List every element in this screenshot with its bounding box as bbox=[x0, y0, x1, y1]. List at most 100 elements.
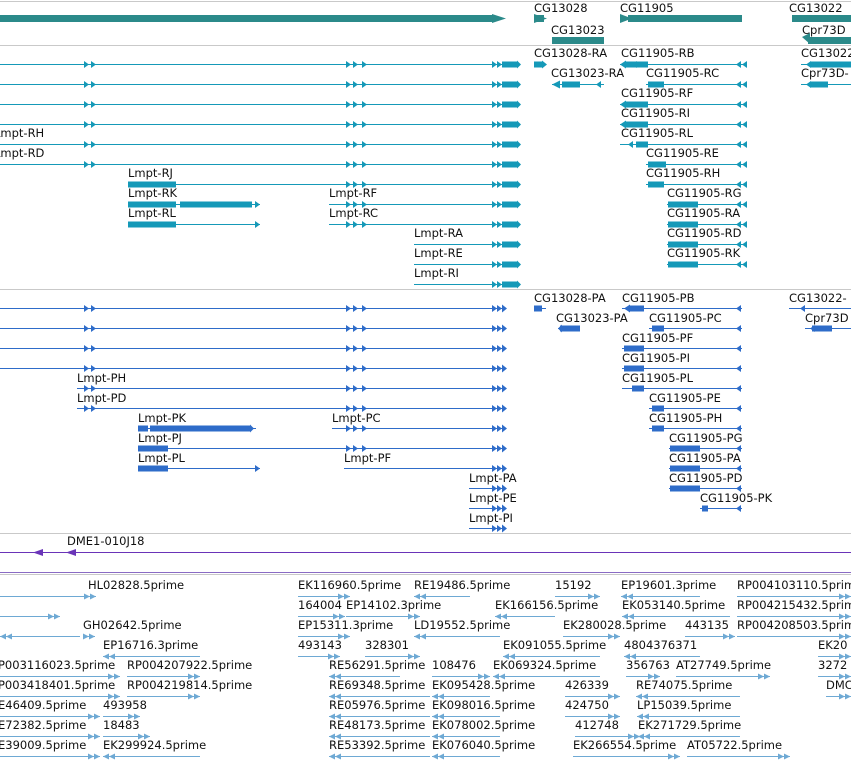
est-label[interactable]: AT27749.5prime bbox=[676, 658, 771, 672]
est-label[interactable]: 493143 bbox=[298, 638, 342, 652]
transcript-label[interactable]: CG13022- bbox=[789, 291, 847, 305]
est-label[interactable]: EK20 bbox=[818, 638, 847, 652]
transcript-label[interactable]: CG11905-PC bbox=[649, 311, 722, 325]
transcript-label[interactable]: CG11905-PL bbox=[622, 371, 694, 385]
transcript-label[interactable]: Lmpt-PF bbox=[344, 451, 391, 465]
transcript-label[interactable]: Lmpt-PI bbox=[469, 511, 513, 525]
est-label[interactable]: EK116960.5prime bbox=[298, 578, 401, 592]
transcript-label[interactable]: CG11905-RC bbox=[646, 66, 719, 80]
transcript-label[interactable]: Lmpt-PK bbox=[138, 411, 187, 425]
est-label[interactable]: HL02828.5prime bbox=[88, 578, 184, 592]
transcript-label[interactable]: Lmpt-RD bbox=[0, 146, 45, 160]
est-label[interactable]: 18483 bbox=[103, 718, 140, 732]
est-label[interactable]: RE74075.5prime bbox=[636, 678, 732, 692]
transcript-label[interactable]: Lmpt-RA bbox=[414, 226, 463, 240]
transcript-label[interactable]: CG11905-RK bbox=[667, 246, 741, 260]
transcript-label[interactable]: CG11905-RF bbox=[621, 86, 693, 100]
est-label[interactable]: LD19552.5prime bbox=[414, 618, 510, 632]
transcript-label[interactable]: CG13023-RA bbox=[551, 66, 624, 80]
transcript-label[interactable]: CG11905-PE bbox=[649, 391, 721, 405]
est-label[interactable]: 108476 bbox=[432, 658, 476, 672]
transcript-label[interactable]: Lmpt-PC bbox=[332, 411, 381, 425]
transcript-label[interactable]: Lmpt-RL bbox=[128, 206, 177, 220]
est-label[interactable]: P003116023.5prime bbox=[0, 658, 115, 672]
transcript-label[interactable]: CG11905-RI bbox=[621, 106, 690, 120]
est-label[interactable]: EP19601.3prime bbox=[621, 578, 716, 592]
transcript-label[interactable]: Lmpt-PA bbox=[469, 471, 517, 485]
est-label[interactable]: EK299924.5prime bbox=[103, 738, 206, 752]
est-label[interactable]: DMC bbox=[826, 678, 851, 692]
transcript-label[interactable]: Lmpt-RF bbox=[329, 186, 377, 200]
transcript-label[interactable]: CG11905-PB bbox=[622, 291, 695, 305]
est-label[interactable]: RE05976.5prime bbox=[329, 698, 425, 712]
est-label[interactable]: RP004215432.5prime bbox=[737, 598, 851, 612]
transcript-label[interactable]: CG11905-PF bbox=[622, 331, 693, 345]
est-label[interactable]: RE56291.5prime bbox=[329, 658, 425, 672]
est-label[interactable]: 164004 bbox=[298, 598, 342, 612]
est-label[interactable]: RE48173.5prime bbox=[329, 718, 425, 732]
transcript-label[interactable]: Lmpt-RC bbox=[329, 206, 378, 220]
transcript-label[interactable]: Lmpt-RH bbox=[0, 126, 44, 140]
transcript-label[interactable]: CG11905-RD bbox=[667, 226, 742, 240]
est-label[interactable]: E46409.5prime bbox=[0, 698, 86, 712]
transcript-label[interactable]: Lmpt-PJ bbox=[138, 431, 182, 445]
transcript-label[interactable]: CG11905-PD bbox=[669, 471, 743, 485]
est-label[interactable]: EK280028.5prime bbox=[563, 618, 666, 632]
est-label[interactable]: EK098016.5prime bbox=[432, 698, 535, 712]
est-label[interactable]: EP16716.3prime bbox=[103, 638, 198, 652]
est-label[interactable]: EK078002.5prime bbox=[432, 718, 535, 732]
transcript-label[interactable]: CG11905-RB bbox=[621, 46, 695, 60]
transcript-label[interactable]: Lmpt-PD bbox=[77, 391, 127, 405]
est-label[interactable]: 412748 bbox=[575, 718, 619, 732]
est-label[interactable]: EK271729.5prime bbox=[638, 718, 741, 732]
transcript-label[interactable]: Lmpt-PH bbox=[77, 371, 126, 385]
est-label[interactable]: E39009.5prime bbox=[0, 738, 86, 752]
transcript-label[interactable]: Cpr73D- bbox=[801, 66, 849, 80]
transcript-label[interactable]: Lmpt-RE bbox=[414, 246, 463, 260]
transcript-label[interactable]: CG11905-RE bbox=[646, 146, 719, 160]
transcript-label[interactable]: Lmpt-PE bbox=[469, 491, 517, 505]
est-label[interactable]: P003418401.5prime bbox=[0, 678, 115, 692]
transcript-label[interactable]: Cpr73D bbox=[805, 311, 849, 325]
est-label[interactable]: EK069324.5prime bbox=[493, 658, 596, 672]
transcript-label[interactable]: CG11905-PG bbox=[669, 431, 743, 445]
transcript-label[interactable]: CG13028-PA bbox=[534, 291, 606, 305]
est-label[interactable]: 424750 bbox=[565, 698, 609, 712]
est-label[interactable]: RP004219814.5prime bbox=[127, 678, 252, 692]
est-label[interactable]: 3272 bbox=[818, 658, 847, 672]
transcript-label[interactable]: CG11905-RL bbox=[621, 126, 694, 140]
est-label[interactable]: RE19486.5prime bbox=[414, 578, 510, 592]
transcript-label[interactable]: CG11905-PA bbox=[669, 451, 741, 465]
gene-label[interactable]: CG13028 bbox=[534, 1, 588, 15]
transcript-label[interactable]: CG11905-PK bbox=[700, 491, 773, 505]
est-label[interactable]: EP15311.3prime bbox=[298, 618, 393, 632]
est-label[interactable]: EK076040.5prime bbox=[432, 738, 535, 752]
est-label[interactable]: EK091055.5prime bbox=[503, 638, 606, 652]
transcript-label[interactable]: Lmpt-RI bbox=[414, 266, 459, 280]
gene-label[interactable]: Cpr73D bbox=[802, 23, 846, 37]
est-label[interactable]: RE53392.5prime bbox=[329, 738, 425, 752]
transcript-label[interactable]: Lmpt-RK bbox=[128, 186, 178, 200]
transcript-label[interactable]: CG11905-RA bbox=[667, 206, 740, 220]
est-label[interactable]: LP15039.5prime bbox=[637, 698, 731, 712]
est-label[interactable]: EK166156.5prime bbox=[495, 598, 598, 612]
transcript-label[interactable]: CG11905-RH bbox=[646, 166, 720, 180]
gene-label[interactable]: CG13023 bbox=[551, 23, 605, 37]
est-label[interactable]: RP004103110.5prime bbox=[737, 578, 851, 592]
transcript-label[interactable]: CG11905-RG bbox=[667, 186, 742, 200]
gene-label[interactable]: CG11905 bbox=[620, 1, 674, 15]
est-label[interactable]: 4804376371 bbox=[624, 638, 697, 652]
est-label[interactable]: 15192 bbox=[555, 578, 592, 592]
transcript-label[interactable]: CG13022- bbox=[801, 46, 851, 60]
est-label[interactable]: 443135 bbox=[685, 618, 729, 632]
clone-label[interactable]: DME1-010J18 bbox=[67, 534, 145, 548]
transcript-label[interactable]: CG13023-PA bbox=[556, 311, 628, 325]
est-label[interactable]: AT05722.5prime bbox=[687, 738, 782, 752]
est-label[interactable]: EP14102.3prime bbox=[346, 598, 441, 612]
est-label[interactable]: RE69348.5prime bbox=[329, 678, 425, 692]
est-label[interactable]: E72382.5prime bbox=[0, 718, 86, 732]
est-label[interactable]: 328301 bbox=[365, 638, 409, 652]
transcript-label[interactable]: Lmpt-RJ bbox=[128, 166, 173, 180]
transcript-label[interactable]: CG11905-PI bbox=[622, 351, 690, 365]
est-label[interactable]: EK095428.5prime bbox=[432, 678, 535, 692]
